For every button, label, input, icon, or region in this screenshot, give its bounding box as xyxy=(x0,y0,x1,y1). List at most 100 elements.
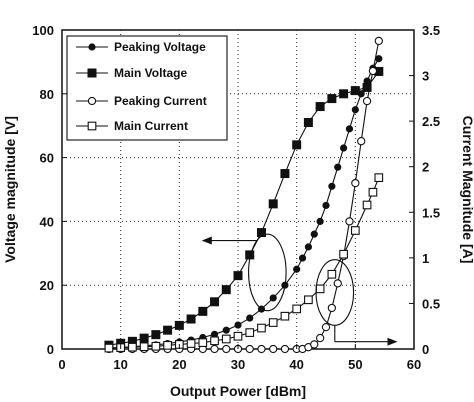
series-0-point-30 xyxy=(375,55,383,63)
series-1-point-17 xyxy=(303,118,313,128)
series-3-point-12 xyxy=(245,328,255,337)
legend-item-2: Peaking Current xyxy=(76,94,207,108)
legend-marker-1 xyxy=(87,68,97,78)
series-0-point-24 xyxy=(340,144,348,152)
x-tick-label-2: 20 xyxy=(172,357,186,372)
series-1-point-5 xyxy=(163,325,173,335)
series-2-point-26 xyxy=(351,178,360,188)
series-2-point-14 xyxy=(269,344,278,354)
series-3-point-11 xyxy=(233,331,243,341)
series-1-point-14 xyxy=(268,199,278,209)
series-1-point-16 xyxy=(292,140,302,150)
legend-marker-0 xyxy=(88,43,96,51)
series-3-point-22 xyxy=(362,200,372,210)
grid-layer xyxy=(62,30,414,349)
legend-label-1: Main Voltage xyxy=(114,66,187,80)
series-0-point-18 xyxy=(304,243,312,251)
series-3-point-13 xyxy=(257,323,266,333)
y-right-tick-label-4: 2 xyxy=(422,160,429,175)
series-1-point-21 xyxy=(350,86,360,96)
series-group-1 xyxy=(104,66,384,350)
series-1-point-4 xyxy=(151,330,161,340)
legend-label-2: Peaking Current xyxy=(114,94,207,108)
x-tick-label-5: 50 xyxy=(348,357,362,372)
series-0-point-10 xyxy=(222,326,230,334)
x-tick-label-3: 30 xyxy=(231,357,245,372)
series-1-point-22 xyxy=(362,82,372,92)
series-3-point-20 xyxy=(339,249,348,259)
y-left-tick-label-1: 20 xyxy=(40,278,54,293)
series-3-point-2 xyxy=(128,342,137,352)
y-right-tick-label-6: 3 xyxy=(422,69,429,84)
series-3-point-17 xyxy=(304,295,313,305)
series-2-point-13 xyxy=(257,344,266,354)
series-0-point-26 xyxy=(351,106,359,114)
y-left-tick-label-2: 40 xyxy=(40,214,54,229)
series-0-point-16 xyxy=(293,265,301,273)
series-3-point-5 xyxy=(163,341,172,350)
axis-layer: 0 10 20 30 40 50 6002040608010000.511.522.533.… xyxy=(2,23,474,399)
y-left-tick-label-0: 0 xyxy=(47,342,54,357)
y-right-tick-label-7: 3.5 xyxy=(422,23,440,38)
series-2-point-28 xyxy=(362,96,372,106)
series-2-point-30 xyxy=(374,36,383,46)
x-tick-label-6: 60 xyxy=(407,357,421,372)
series-3-point-15 xyxy=(280,311,290,321)
legend-item-1: Main Voltage xyxy=(76,66,187,80)
series-0-point-22 xyxy=(328,182,336,190)
series-1-point-9 xyxy=(210,297,220,307)
legend-marker-2 xyxy=(87,96,97,106)
series-2-point-27 xyxy=(357,137,366,146)
series-0-point-25 xyxy=(345,125,354,133)
series-1-point-6 xyxy=(174,320,184,330)
series-3-point-18 xyxy=(315,284,325,294)
y-left-tick-label-5: 100 xyxy=(32,23,54,38)
legend-item-0: Peaking Voltage xyxy=(76,40,206,54)
series-3-point-8 xyxy=(198,338,208,347)
legend-item-3: Main Current xyxy=(76,119,188,133)
series-0-point-21 xyxy=(322,201,330,210)
series-3-point-19 xyxy=(327,269,337,279)
series-2-point-20 xyxy=(315,333,325,343)
series-2-point-23 xyxy=(333,279,342,288)
series-3-point-23 xyxy=(368,187,378,197)
series-3-point-16 xyxy=(292,304,302,314)
legend-layer: Peaking Voltage Main Voltage Peaking Curre… xyxy=(66,35,228,141)
y-right-tick-label-3: 1.5 xyxy=(422,205,440,220)
series-1-point-3 xyxy=(139,333,149,343)
series-2-point-10 xyxy=(222,344,231,354)
series-2-point-25 xyxy=(345,217,354,226)
y-left-tick-label-3: 60 xyxy=(40,151,54,166)
series-2-point-29 xyxy=(368,66,378,76)
series-3-point-21 xyxy=(350,226,360,235)
series-0-point-17 xyxy=(298,254,307,262)
series-1-point-19 xyxy=(327,94,337,104)
y-right-axis-label: Current Magnitude [A] xyxy=(460,116,474,264)
series-2-point-12 xyxy=(245,344,254,354)
series-2-point-22 xyxy=(327,303,337,313)
x-tick-label-1: 10 xyxy=(113,357,127,372)
series-1-point-7 xyxy=(186,314,196,324)
series-3-point-4 xyxy=(151,341,161,351)
series-0-point-20 xyxy=(316,217,324,225)
series-2-point-19 xyxy=(310,340,319,349)
legend-label-0: Peaking Voltage xyxy=(114,40,206,54)
series-0-point-11 xyxy=(234,321,242,329)
series-3-point-3 xyxy=(139,342,149,352)
series-0-point-19 xyxy=(310,230,318,238)
y-left-tick-label-4: 80 xyxy=(40,87,54,102)
x-tick-label-4: 40 xyxy=(289,357,303,372)
y-right-tick-label-1: 0.5 xyxy=(422,296,440,311)
series-1-point-11 xyxy=(233,271,243,281)
series-3-point-9 xyxy=(210,336,219,346)
series-0-point-12 xyxy=(246,314,254,322)
series-3-point-24 xyxy=(374,173,384,183)
series-1-point-10 xyxy=(221,285,231,295)
series-3-point-14 xyxy=(268,318,278,327)
y-left-axis-label: Voltage magnitude [V] xyxy=(2,116,18,263)
x-tick-label-0: 0 xyxy=(58,357,65,372)
y-right-tick-label-2: 1 xyxy=(422,251,429,266)
series-3-point-10 xyxy=(221,334,231,344)
